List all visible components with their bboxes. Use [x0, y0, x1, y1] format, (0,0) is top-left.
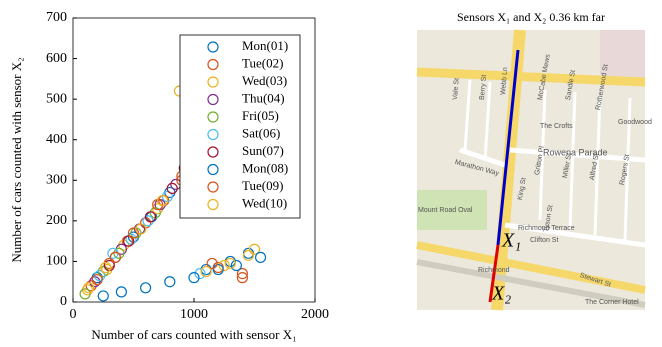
- legend-label: Fri(05): [242, 108, 279, 123]
- sensor-label: X₁: [501, 230, 521, 252]
- y-tick-label: 500: [46, 91, 67, 106]
- legend-label: Mon(01): [242, 38, 288, 53]
- y-tick-label: 200: [46, 213, 67, 228]
- sensor-label: X₂: [491, 283, 511, 305]
- y-tick-label: 400: [46, 132, 67, 147]
- legend-label: Thu(04): [242, 90, 285, 105]
- map-label: Goodwood: [618, 119, 652, 126]
- map-title: Sensors X₁ and X₂ 0.36 km far: [457, 10, 605, 24]
- x-axis-label: Number of cars counted with sensor X₁: [91, 327, 296, 342]
- y-axis-label: Number of cars counted with sensor X₂: [9, 57, 24, 262]
- map-label: Clifton St: [530, 237, 558, 244]
- legend-label: Wed(10): [242, 195, 287, 210]
- y-tick-label: 300: [46, 173, 67, 188]
- page: Number of cars counted with sensor X₁ Nu…: [0, 0, 662, 347]
- x-tick-label: 1000: [180, 307, 208, 322]
- map-label: The Corner Hotel: [585, 299, 639, 306]
- legend-label: Sat(06): [242, 125, 280, 140]
- y-tick-label: 600: [46, 51, 67, 66]
- legend-label: Tue(09): [242, 178, 283, 193]
- y-tick-label: 700: [46, 10, 67, 25]
- x-tick-label: 2000: [301, 307, 329, 322]
- legend-label: Tue(02): [242, 55, 283, 70]
- map-label: Richmond: [478, 267, 510, 274]
- legend-label: Sun(07): [242, 143, 284, 158]
- y-tick-label: 0: [60, 294, 67, 309]
- map: Berry St Webb Ln McCabe Mews Sandle St T…: [417, 30, 652, 310]
- legend-label: Wed(03): [242, 73, 287, 88]
- x-tick-label: 0: [70, 307, 77, 322]
- map-label: Mount Road Oval: [418, 207, 473, 214]
- map-label: The Crofts: [540, 123, 573, 130]
- legend-label: Mon(08): [242, 160, 288, 175]
- y-tick-label: 100: [46, 254, 67, 269]
